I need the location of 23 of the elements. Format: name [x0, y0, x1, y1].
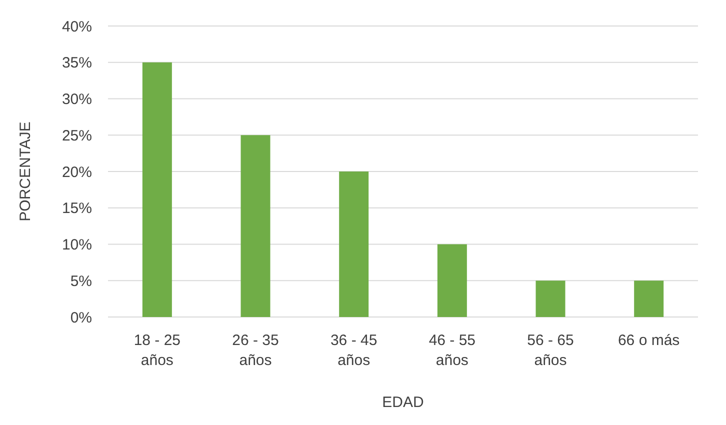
y-tick-label: 25% [62, 127, 92, 144]
y-axis-title: PORCENTAJE [17, 122, 34, 222]
y-tick-label: 40% [62, 18, 92, 36]
bar [437, 244, 467, 317]
y-tick-label: 30% [62, 91, 92, 108]
bar [634, 280, 664, 317]
x-tick-label: 46 - 55 años [428, 332, 476, 369]
bar [536, 280, 566, 317]
x-tick-label: 66 o más [618, 332, 680, 349]
y-tick-label: 20% [62, 164, 92, 181]
x-tick-label: 26 - 35 años [232, 332, 279, 369]
x-tick-label: 56 - 65 años [527, 332, 574, 369]
x-axis-title: EDAD [382, 394, 424, 411]
y-tick-label: 10% [62, 236, 92, 254]
y-tick-label: 35% [62, 54, 92, 72]
x-tick-label: 18 - 25 años [134, 332, 181, 369]
y-tick-label: 15% [62, 200, 92, 218]
bar [339, 172, 369, 317]
bar [240, 135, 270, 317]
bar [142, 62, 172, 317]
x-tick-label: 36 - 45 años [330, 332, 378, 369]
y-tick-label: 0% [70, 309, 92, 326]
y-tick-label: 5% [70, 272, 92, 290]
